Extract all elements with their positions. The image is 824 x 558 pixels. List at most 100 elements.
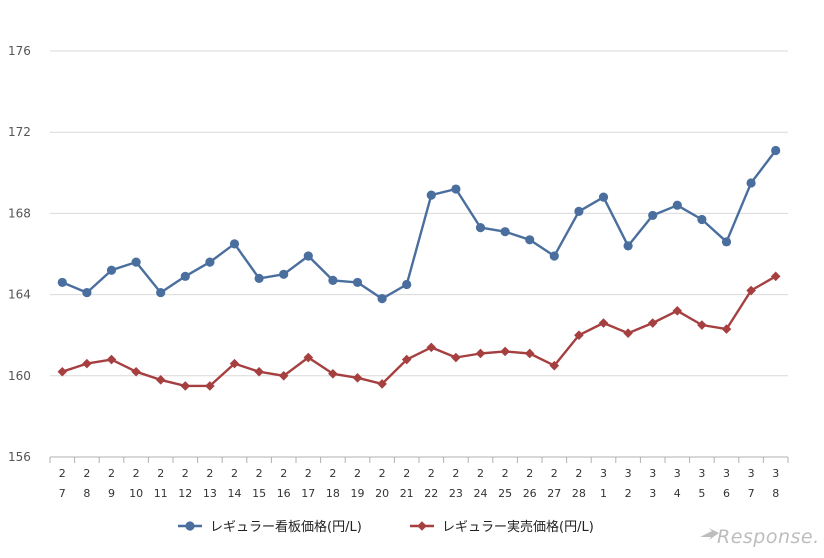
series-line: [61, 275, 777, 388]
y-tick-label: 168: [8, 206, 31, 220]
data-point: [524, 348, 535, 359]
data-point: [475, 348, 486, 359]
x-tick-label-day: 1: [600, 487, 607, 500]
series-line: [61, 149, 777, 300]
data-point: [155, 375, 166, 385]
data-point: [82, 358, 92, 369]
grid-lines: [50, 50, 788, 377]
x-tick-label-month: 2: [133, 467, 140, 480]
x-tick-label-day: 20: [375, 487, 389, 500]
data-point: [180, 381, 191, 391]
legend-marker-circle-icon: [185, 521, 195, 531]
series-layer: [57, 145, 781, 391]
y-tick-label: 156: [8, 450, 31, 464]
x-tick-label-day: 4: [674, 487, 681, 500]
data-point: [771, 145, 781, 156]
data-point: [279, 269, 289, 279]
x-tick-label-month: 2: [59, 467, 66, 480]
x-tick-label-day: 6: [723, 487, 730, 500]
y-axis: 156 160 164 168 172 176: [8, 44, 31, 464]
x-tick-label-day: 22: [424, 487, 438, 500]
x-tick-label-day: 16: [277, 487, 291, 500]
x-tick-label-day: 19: [351, 487, 365, 500]
data-point: [721, 237, 732, 247]
data-point: [475, 223, 486, 233]
data-point: [549, 360, 560, 371]
data-point: [131, 257, 141, 267]
data-point: [525, 235, 535, 245]
data-point: [623, 328, 633, 338]
x-tick-label-day: 27: [547, 487, 561, 500]
x-tick-label-month: 3: [649, 467, 656, 480]
x-tick-label-day: 5: [698, 487, 705, 500]
x-tick-label-month: 3: [674, 467, 681, 480]
data-point: [697, 320, 707, 330]
x-tick-label-day: 13: [203, 487, 217, 500]
data-point: [229, 358, 240, 369]
legend-marker-diamond-icon: [417, 521, 427, 531]
x-tick-label-month: 2: [354, 467, 361, 480]
data-point: [500, 227, 510, 237]
x-tick-label-day: 9: [108, 487, 115, 500]
data-point: [156, 287, 166, 298]
x-tick-label-month: 2: [452, 467, 459, 480]
legend-item-2: レギュラー実売価格(円/L): [410, 519, 594, 535]
x-tick-label-day: 25: [498, 487, 512, 500]
x-tick-label-day: 3: [649, 487, 656, 500]
data-point: [598, 192, 609, 202]
data-point: [574, 330, 584, 340]
x-tick-label-day: 24: [474, 487, 488, 500]
x-tick-label-day: 26: [523, 487, 537, 500]
x-tick-label-day: 8: [83, 487, 90, 500]
data-point: [377, 379, 387, 389]
x-tick-label-day: 7: [748, 487, 755, 500]
data-point: [377, 294, 387, 304]
x-tick-label-day: 14: [228, 487, 242, 500]
watermark-swoosh-icon: [700, 528, 719, 540]
x-tick-label-month: 3: [772, 467, 779, 480]
data-point: [254, 273, 264, 283]
x-tick-label-day: 28: [572, 487, 586, 500]
data-point: [647, 318, 658, 328]
watermark-text: Response.: [717, 526, 820, 548]
x-tick-label-month: 2: [329, 467, 336, 480]
x-tick-label-month: 2: [526, 467, 533, 480]
data-point: [82, 287, 92, 298]
x-tick-label-month: 2: [108, 467, 115, 480]
legend-label: レギュラー看板価格(円/L): [210, 519, 362, 535]
x-tick-label-month: 2: [502, 467, 509, 480]
data-point: [746, 285, 756, 296]
data-point: [254, 366, 264, 377]
data-point: [328, 275, 338, 285]
x-tick-label-month: 2: [403, 467, 410, 480]
data-point: [672, 306, 683, 316]
x-tick-label-month: 2: [305, 467, 312, 480]
x-tick-label-day: 23: [449, 487, 463, 500]
x-tick-label-month: 2: [428, 467, 435, 480]
x-tick-label-month: 2: [551, 467, 558, 480]
y-tick-label: 176: [8, 44, 31, 58]
data-point: [57, 277, 67, 288]
x-tick-label-month: 3: [625, 467, 632, 480]
data-point: [205, 257, 215, 267]
data-point: [402, 279, 412, 290]
x-tick-label-month: 2: [256, 467, 263, 480]
series-1: [57, 145, 781, 304]
x-tick-label-month: 2: [379, 467, 386, 480]
x-tick-label-day: 11: [154, 487, 168, 500]
x-tick-label-day: 8: [772, 487, 779, 500]
data-point: [549, 251, 559, 261]
x-tick-label-month: 2: [83, 467, 90, 480]
data-point: [401, 354, 412, 365]
data-point: [106, 354, 117, 365]
data-point: [352, 373, 363, 383]
data-point: [426, 342, 437, 353]
x-axis: 2728292102112122132142152162172182192202…: [49, 456, 789, 500]
x-tick-label-month: 2: [206, 467, 213, 480]
data-point: [106, 265, 117, 275]
x-tick-label-month: 2: [280, 467, 287, 480]
data-point: [770, 271, 781, 282]
data-point: [57, 366, 68, 377]
data-point: [303, 251, 313, 261]
